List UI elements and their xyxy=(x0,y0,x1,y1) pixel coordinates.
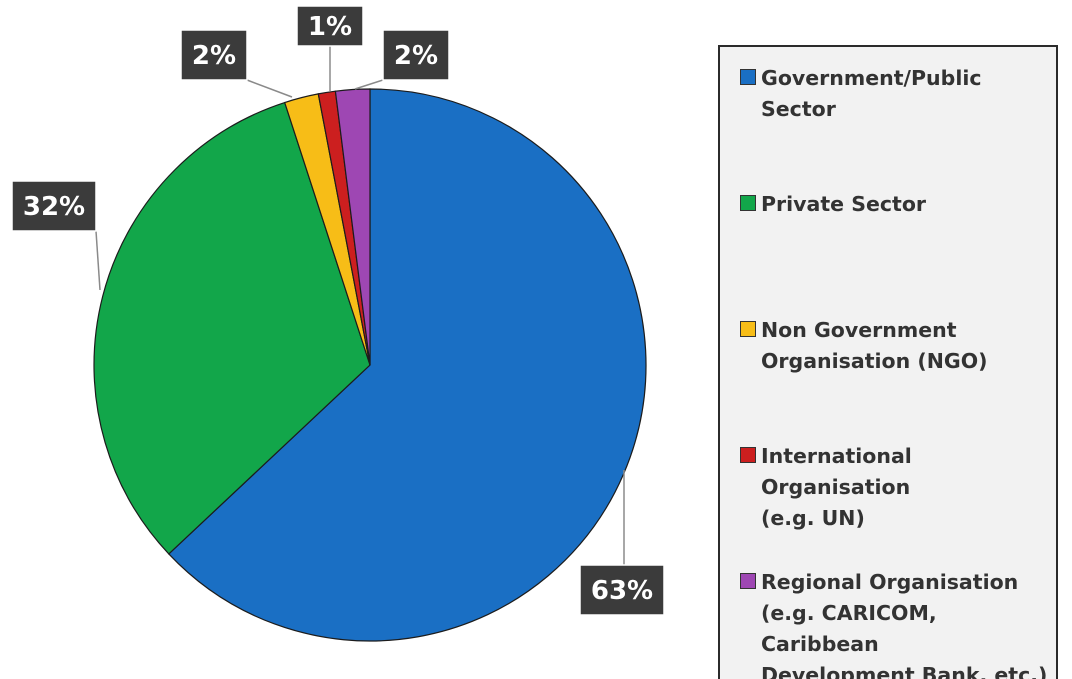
data-label-government: 63% xyxy=(591,576,653,606)
leader-line-ngo xyxy=(246,79,293,98)
legend-item-government: Government/Public Sector xyxy=(740,63,1061,125)
legend-swatch-government xyxy=(740,69,756,85)
legend-item-private: Private Sector xyxy=(740,189,1061,220)
legend-swatch-international xyxy=(740,447,756,463)
data-label-international: 1% xyxy=(308,12,352,42)
data-label-ngo: 2% xyxy=(192,41,236,71)
data-label-box-regional xyxy=(382,29,450,81)
legend-label-private: Private Sector xyxy=(761,192,927,216)
legend-item-international: International Organisation (e.g. UN) xyxy=(740,441,1061,534)
legend-label-ngo: Non Government Organisation (NGO) xyxy=(761,318,988,373)
data-label-box-government xyxy=(579,564,665,616)
leader-line-regional xyxy=(354,79,384,90)
data-label-box-private xyxy=(11,180,97,232)
legend-swatch-regional xyxy=(740,573,756,589)
legend-label-government: Government/Public Sector xyxy=(761,66,982,121)
pie-slice-government xyxy=(167,88,647,642)
data-label-private: 32% xyxy=(23,192,85,222)
pie-slice-private xyxy=(93,101,371,555)
data-label-box-international xyxy=(296,5,364,47)
leader-line-private xyxy=(95,230,101,291)
legend-item-ngo: Non Government Organisation (NGO) xyxy=(740,315,1061,377)
legend-swatch-private xyxy=(740,195,756,211)
legend: Government/Public Sector Private Sector … xyxy=(718,45,1058,679)
data-label-box-ngo xyxy=(180,29,248,81)
legend-swatch-ngo xyxy=(740,321,756,337)
data-label-regional: 2% xyxy=(394,41,438,71)
legend-item-regional: Regional Organisation (e.g. CARICOM, Car… xyxy=(740,567,1061,679)
pie-slice-regional xyxy=(334,88,371,366)
legend-label-regional: Regional Organisation (e.g. CARICOM, Car… xyxy=(761,570,1048,679)
legend-label-international: International Organisation (e.g. UN) xyxy=(761,444,912,530)
